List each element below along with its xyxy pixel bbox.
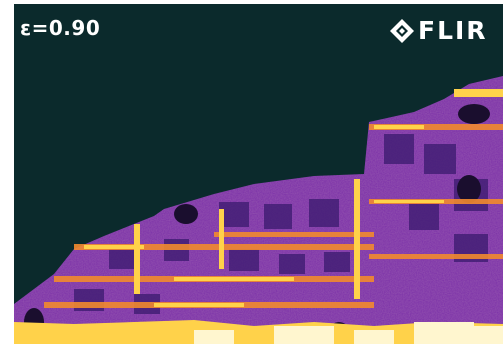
flir-logo-icon: [390, 19, 414, 43]
hottest-patches: [194, 322, 503, 344]
cold-spots: [24, 104, 490, 342]
thermal-image: [14, 4, 503, 344]
thermal-camera-frame: ε=0.90 FLIR: [14, 4, 503, 344]
hot-highlights: [84, 89, 503, 307]
flir-logo: FLIR: [389, 18, 488, 44]
emissivity-readout: ε=0.90: [20, 16, 101, 40]
flir-logo-text: FLIR: [418, 16, 488, 45]
